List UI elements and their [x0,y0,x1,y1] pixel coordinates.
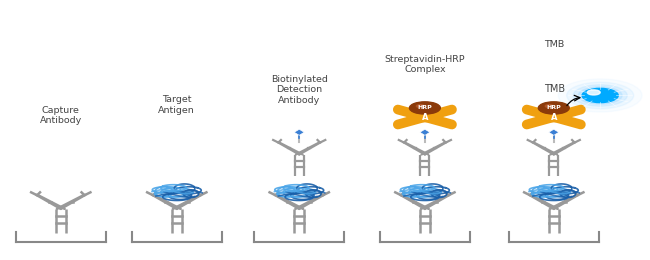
Text: HRP: HRP [417,106,432,110]
Circle shape [545,105,553,108]
Text: Streptavidin-HRP
Complex: Streptavidin-HRP Complex [385,55,465,74]
Text: TMB: TMB [543,84,565,94]
Circle shape [538,102,569,114]
Circle shape [578,87,622,104]
Circle shape [567,82,634,109]
Text: TMB: TMB [543,40,564,49]
Polygon shape [420,129,430,135]
Text: Biotinylated
Detection
Antibody: Biotinylated Detection Antibody [271,75,328,105]
Circle shape [410,102,440,114]
Text: Target
Antigen: Target Antigen [159,95,195,115]
Circle shape [413,112,437,122]
Text: A: A [551,113,557,121]
Text: HRP: HRP [547,106,561,110]
Circle shape [558,79,642,112]
Polygon shape [294,129,304,135]
Polygon shape [549,129,559,135]
Text: Capture
Antibody: Capture Antibody [40,106,82,125]
Circle shape [542,112,566,122]
Text: A: A [422,113,428,121]
Circle shape [588,90,600,95]
Circle shape [582,88,618,103]
Circle shape [417,105,424,108]
Circle shape [573,85,627,106]
